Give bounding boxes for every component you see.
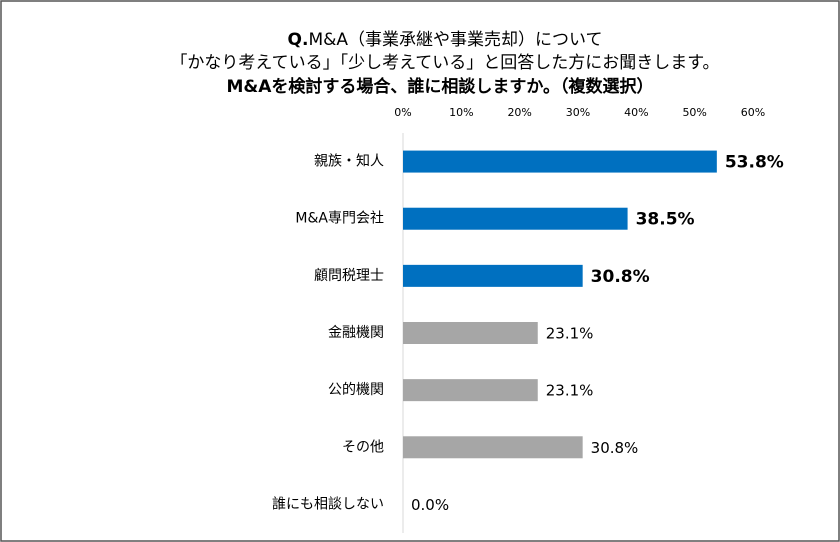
- chart-title: 「かなり考えている」「少し考えている」と回答した方にお聞きします。: [170, 53, 719, 73]
- title-prefix: Q.: [288, 30, 309, 50]
- bar: [403, 150, 717, 173]
- x-tick-label: 60%: [741, 106, 765, 119]
- title-line: M&A（事業承継や事業売却）について: [308, 30, 602, 50]
- value-label: 38.5%: [636, 210, 695, 230]
- y-tick-label: M&A専門会社: [295, 211, 384, 227]
- y-tick-label: 誰にも相談しない: [272, 496, 384, 512]
- chart-title: M&Aを検討する場合、誰に相談しますか。（複数選択）: [226, 76, 653, 97]
- x-tick-label: 0%: [394, 106, 411, 119]
- bar: [403, 207, 628, 230]
- bar: [403, 264, 583, 287]
- value-label: 30.8%: [591, 267, 650, 287]
- bar: [403, 322, 538, 344]
- x-tick-label: 10%: [449, 106, 473, 119]
- x-tick-label: 40%: [624, 106, 648, 119]
- x-tick-label: 50%: [682, 106, 706, 119]
- value-label: 53.8%: [725, 153, 784, 173]
- chart-title: Q.M&A（事業承継や事業売却）について: [288, 30, 603, 50]
- y-tick-label: 公的機関: [328, 382, 384, 398]
- value-label: 0.0%: [411, 496, 449, 514]
- value-label: 30.8%: [591, 439, 639, 457]
- y-tick-label: 親族・知人: [314, 153, 384, 170]
- x-tick-label: 20%: [507, 106, 531, 119]
- y-tick-label: その他: [342, 439, 384, 455]
- bar: [403, 436, 583, 459]
- value-label: 23.1%: [546, 382, 594, 400]
- y-tick-label: 金融機関: [328, 325, 384, 341]
- value-label: 23.1%: [546, 325, 594, 343]
- x-tick-label: 30%: [566, 106, 590, 119]
- bar: [403, 379, 538, 402]
- y-tick-label: 顧問税理士: [314, 268, 384, 284]
